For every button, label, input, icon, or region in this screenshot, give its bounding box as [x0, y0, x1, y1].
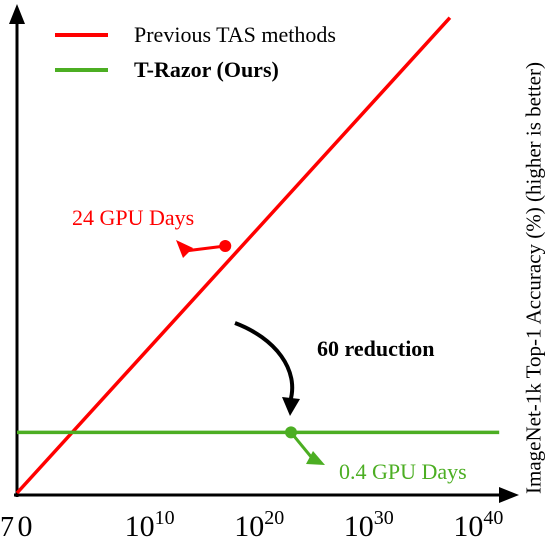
x-tick-label: 1010 [125, 507, 175, 543]
series-layer [15, 16, 500, 495]
reduction-arrow [234, 321, 295, 403]
y-axis-arrowhead [9, 4, 25, 24]
marker-label: 0.4 GPU Days [339, 459, 467, 484]
x-tick-label: 1030 [344, 507, 394, 543]
axes [9, 4, 519, 503]
legend: Previous TAS methods T-Razor (Ours) [55, 22, 336, 82]
x-tick-label: 1020 [234, 507, 284, 543]
marker-label: 24 GPU Days [72, 205, 194, 230]
callout-arrow-line [184, 244, 226, 253]
marker-point [219, 240, 232, 253]
y-axis-title-box: ImageNet-1k Top-1 Accuracy (%) (higher i… [512, 8, 556, 548]
legend-label: Previous TAS methods [134, 22, 336, 47]
legend-label: T-Razor (Ours) [134, 57, 279, 82]
reduction-arrowhead [282, 397, 300, 416]
x-tick-label: 1040 [453, 507, 503, 543]
reduction-label: 60 reduction [317, 336, 435, 361]
series-line-previous-tas [15, 16, 452, 495]
y-tick-label-fragment: 7 [0, 512, 14, 543]
callout-arrowhead [306, 451, 325, 465]
x-tick-label: 0 [18, 510, 33, 543]
marker-point [285, 426, 297, 439]
annotations: 24 GPU Days 0.4 GPU Days 60 reduction [72, 205, 467, 484]
callout-arrowhead [176, 240, 193, 258]
x-axis-arrowhead [499, 487, 519, 503]
y-axis-title: ImageNet-1k Top-1 Accuracy (%) (higher i… [521, 62, 546, 494]
x-tick-labels: 7 0 1010 1020 1030 1040 [0, 507, 503, 543]
